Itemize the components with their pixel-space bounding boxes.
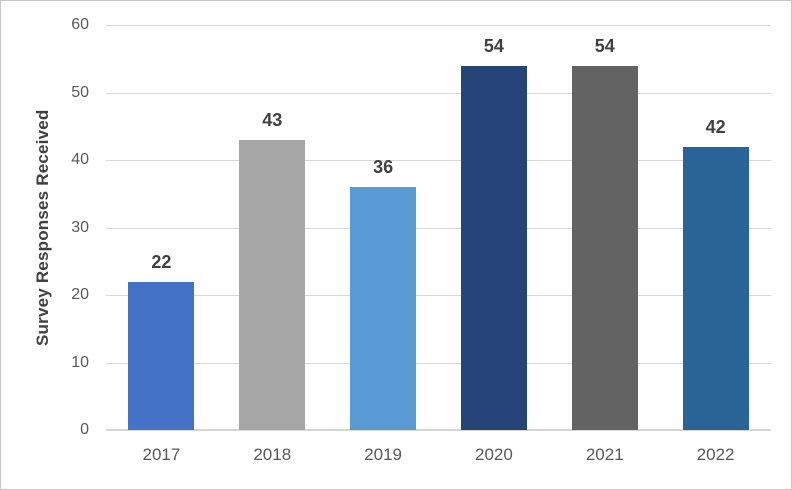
bar-value-label-2021: 54 xyxy=(594,35,615,56)
y-tick-label-20: 20 xyxy=(71,286,89,303)
y-tick-label-10: 10 xyxy=(71,353,89,371)
gridline-y-40 xyxy=(106,160,771,161)
y-tick-label-50: 50 xyxy=(71,83,89,101)
gridline-y-60 xyxy=(106,25,771,26)
bar-2020[interactable] xyxy=(460,65,527,430)
bar-value-label-2017: 22 xyxy=(151,251,172,272)
x-axis-line xyxy=(106,429,771,431)
x-tick-label-2020: 2020 xyxy=(474,445,513,464)
bar-2019[interactable] xyxy=(350,187,417,430)
x-tick-label-2021: 2021 xyxy=(585,445,624,464)
x-tick-label-2019: 2019 xyxy=(364,445,402,464)
bar-2021[interactable] xyxy=(571,65,638,430)
bar-2017[interactable] xyxy=(128,281,195,430)
x-tick-label-2018: 2018 xyxy=(253,445,292,464)
gridline-y-50 xyxy=(106,92,771,94)
y-tick-label-40: 40 xyxy=(71,151,89,168)
bar-2022[interactable] xyxy=(682,146,749,430)
x-tick-label-2022: 2022 xyxy=(696,445,735,464)
gridline-y-20 xyxy=(106,295,771,296)
y-tick-label-30: 30 xyxy=(71,218,89,236)
bar-value-label-2018: 43 xyxy=(262,109,283,130)
y-tick-label-60: 60 xyxy=(71,16,89,33)
gridline-y-30 xyxy=(106,227,771,229)
bar-value-label-2019: 36 xyxy=(373,157,394,177)
bar-value-label-2022: 42 xyxy=(705,116,726,137)
gridline-y-10 xyxy=(106,362,771,364)
plot-area: 0 10 20 30 40 50 60 22 2017 43 2018 36 2019 54 2020 54 2… xyxy=(71,16,771,464)
bar-value-label-2020: 54 xyxy=(483,35,504,56)
y-tick-label-0: 0 xyxy=(80,421,89,438)
bar-2018[interactable] xyxy=(239,139,306,430)
x-tick-label-2017: 2017 xyxy=(142,445,181,464)
